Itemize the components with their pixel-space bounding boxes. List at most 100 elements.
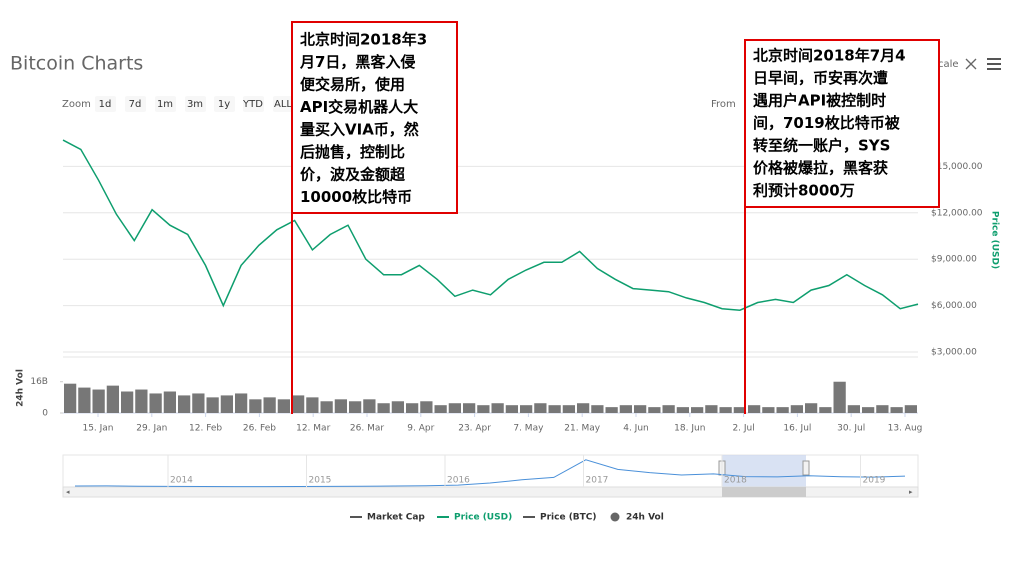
navigator-handle[interactable] <box>802 460 810 476</box>
navigator-year: 2015 <box>309 476 332 486</box>
volume-bar <box>790 405 803 413</box>
annotation-text: 月7日，黑客入侵 <box>299 53 415 71</box>
zoom-button[interactable] <box>125 96 146 112</box>
volume-bar <box>135 389 148 413</box>
annotation-text: 遇用户API被控制时 <box>753 92 886 110</box>
volume-bar <box>520 405 533 413</box>
zoom-button-label[interactable]: 1m <box>157 99 173 110</box>
navigator-year: 2014 <box>170 476 193 486</box>
annotation-text: 北京时间2018年7月4 <box>753 47 906 65</box>
volume-bar <box>106 385 119 413</box>
x-tick-label: 29. Jan <box>136 424 167 434</box>
volume-bar <box>833 381 846 413</box>
legend-label[interactable]: Market Cap <box>367 513 425 523</box>
annotation-text: 间，7019枚比特币被 <box>753 114 901 132</box>
y-tick-label: $3,000.00 <box>931 348 977 358</box>
volume-bar <box>377 403 390 413</box>
zoom-button[interactable] <box>155 96 176 112</box>
y2-tick-label: 0 <box>42 409 48 419</box>
volume-bar <box>463 403 476 413</box>
annotation-text: API交易机器人大 <box>300 98 418 116</box>
expand-icon[interactable] <box>965 58 977 70</box>
volume-bar <box>491 403 504 413</box>
volume-bar <box>220 395 233 413</box>
annotation-text: 价，波及金额超 <box>300 166 406 184</box>
volume-bar <box>320 401 333 413</box>
zoom-button[interactable] <box>243 96 264 112</box>
volume-bar <box>406 403 419 413</box>
zoom-button-label[interactable]: 7d <box>129 99 142 110</box>
volume-bar <box>292 395 305 413</box>
zoom-button[interactable] <box>185 96 206 112</box>
annotation-text: 后抛售，控制比 <box>300 143 405 161</box>
volume-bar <box>691 407 704 413</box>
zoom-button[interactable] <box>273 96 294 112</box>
zoom-button-label[interactable]: 1d <box>99 99 112 110</box>
legend-label[interactable]: 24h Vol <box>626 513 664 523</box>
volume-bar <box>904 405 917 413</box>
volume-bar <box>121 391 134 413</box>
zoom-button-label[interactable]: 3m <box>187 99 203 110</box>
navigator-line <box>74 459 906 488</box>
volume-bar <box>306 397 319 413</box>
annotation-text: 北京时间2018年3 <box>300 31 427 49</box>
y-tick-label: $9,000.00 <box>931 255 977 265</box>
y2-axis-label: 24h Vol <box>16 369 26 407</box>
volume-bar <box>477 405 490 413</box>
scrollbar-thumb[interactable] <box>722 487 806 497</box>
volume-bar <box>605 407 618 413</box>
x-tick-label: 26. Mar <box>350 424 384 434</box>
y-tick-label: $15,000.00 <box>931 162 983 172</box>
volume-bar <box>92 389 105 413</box>
annotation-text: 转至统一账户，SYS <box>753 137 890 155</box>
scroll-right[interactable]: ▸ <box>909 488 913 496</box>
x-tick-label: 4. Jun <box>623 424 649 434</box>
volume-bar <box>206 397 219 413</box>
menu-icon[interactable] <box>987 58 1001 70</box>
legend-label[interactable]: Price (USD) <box>454 513 512 523</box>
volume-bar <box>577 403 590 413</box>
x-tick-label: 13. Aug <box>888 424 923 434</box>
zoom-button-label[interactable]: ALL <box>274 99 292 110</box>
navigator-year: 2017 <box>586 476 609 486</box>
x-tick-label: 16. Jul <box>783 424 811 434</box>
zoom-button-label[interactable]: YTD <box>242 99 263 110</box>
x-tick-label: 18. Jun <box>674 424 705 434</box>
zoom-button[interactable] <box>214 96 235 112</box>
zoom-label: Zoom <box>62 99 91 110</box>
x-tick-label: 30. Jul <box>837 424 865 434</box>
y-tick-label: $6,000.00 <box>931 301 977 311</box>
x-tick-label: 12. Feb <box>189 424 222 434</box>
x-tick-label: 2. Jul <box>732 424 754 434</box>
legend-symbol <box>610 512 620 522</box>
volume-bar <box>591 405 604 413</box>
volume-bar <box>78 387 91 413</box>
volume-bar <box>534 403 547 413</box>
from-label: From <box>711 99 736 110</box>
volume-bar <box>662 405 675 413</box>
navigator-selection[interactable] <box>722 455 806 487</box>
scroll-left[interactable]: ◂ <box>66 488 70 496</box>
zoom-button-label[interactable]: 1y <box>218 99 230 110</box>
y-axis-label: Price (USD) <box>990 211 1000 269</box>
annotation-text: 10000枚比特币 <box>300 188 412 206</box>
scrollbar-track[interactable] <box>62 486 919 498</box>
navigator-year: 2019 <box>863 476 886 486</box>
price-line <box>62 139 919 311</box>
annotation-text: 利预计8000万 <box>753 182 855 200</box>
zoom-button[interactable] <box>95 96 116 112</box>
volume-bar <box>420 401 433 413</box>
volume-bar <box>448 403 461 413</box>
volume-bar <box>748 405 761 413</box>
volume-bar <box>64 383 77 413</box>
x-tick-label: 21. May <box>564 424 600 434</box>
volume-bar <box>192 393 205 413</box>
volume-bar <box>235 393 248 413</box>
annotation-text: 量买入VIA币，然 <box>300 121 419 139</box>
legend-label[interactable]: Price (BTC) <box>540 513 597 523</box>
x-tick-label: 15. Jan <box>82 424 113 434</box>
volume-bar <box>733 407 746 413</box>
